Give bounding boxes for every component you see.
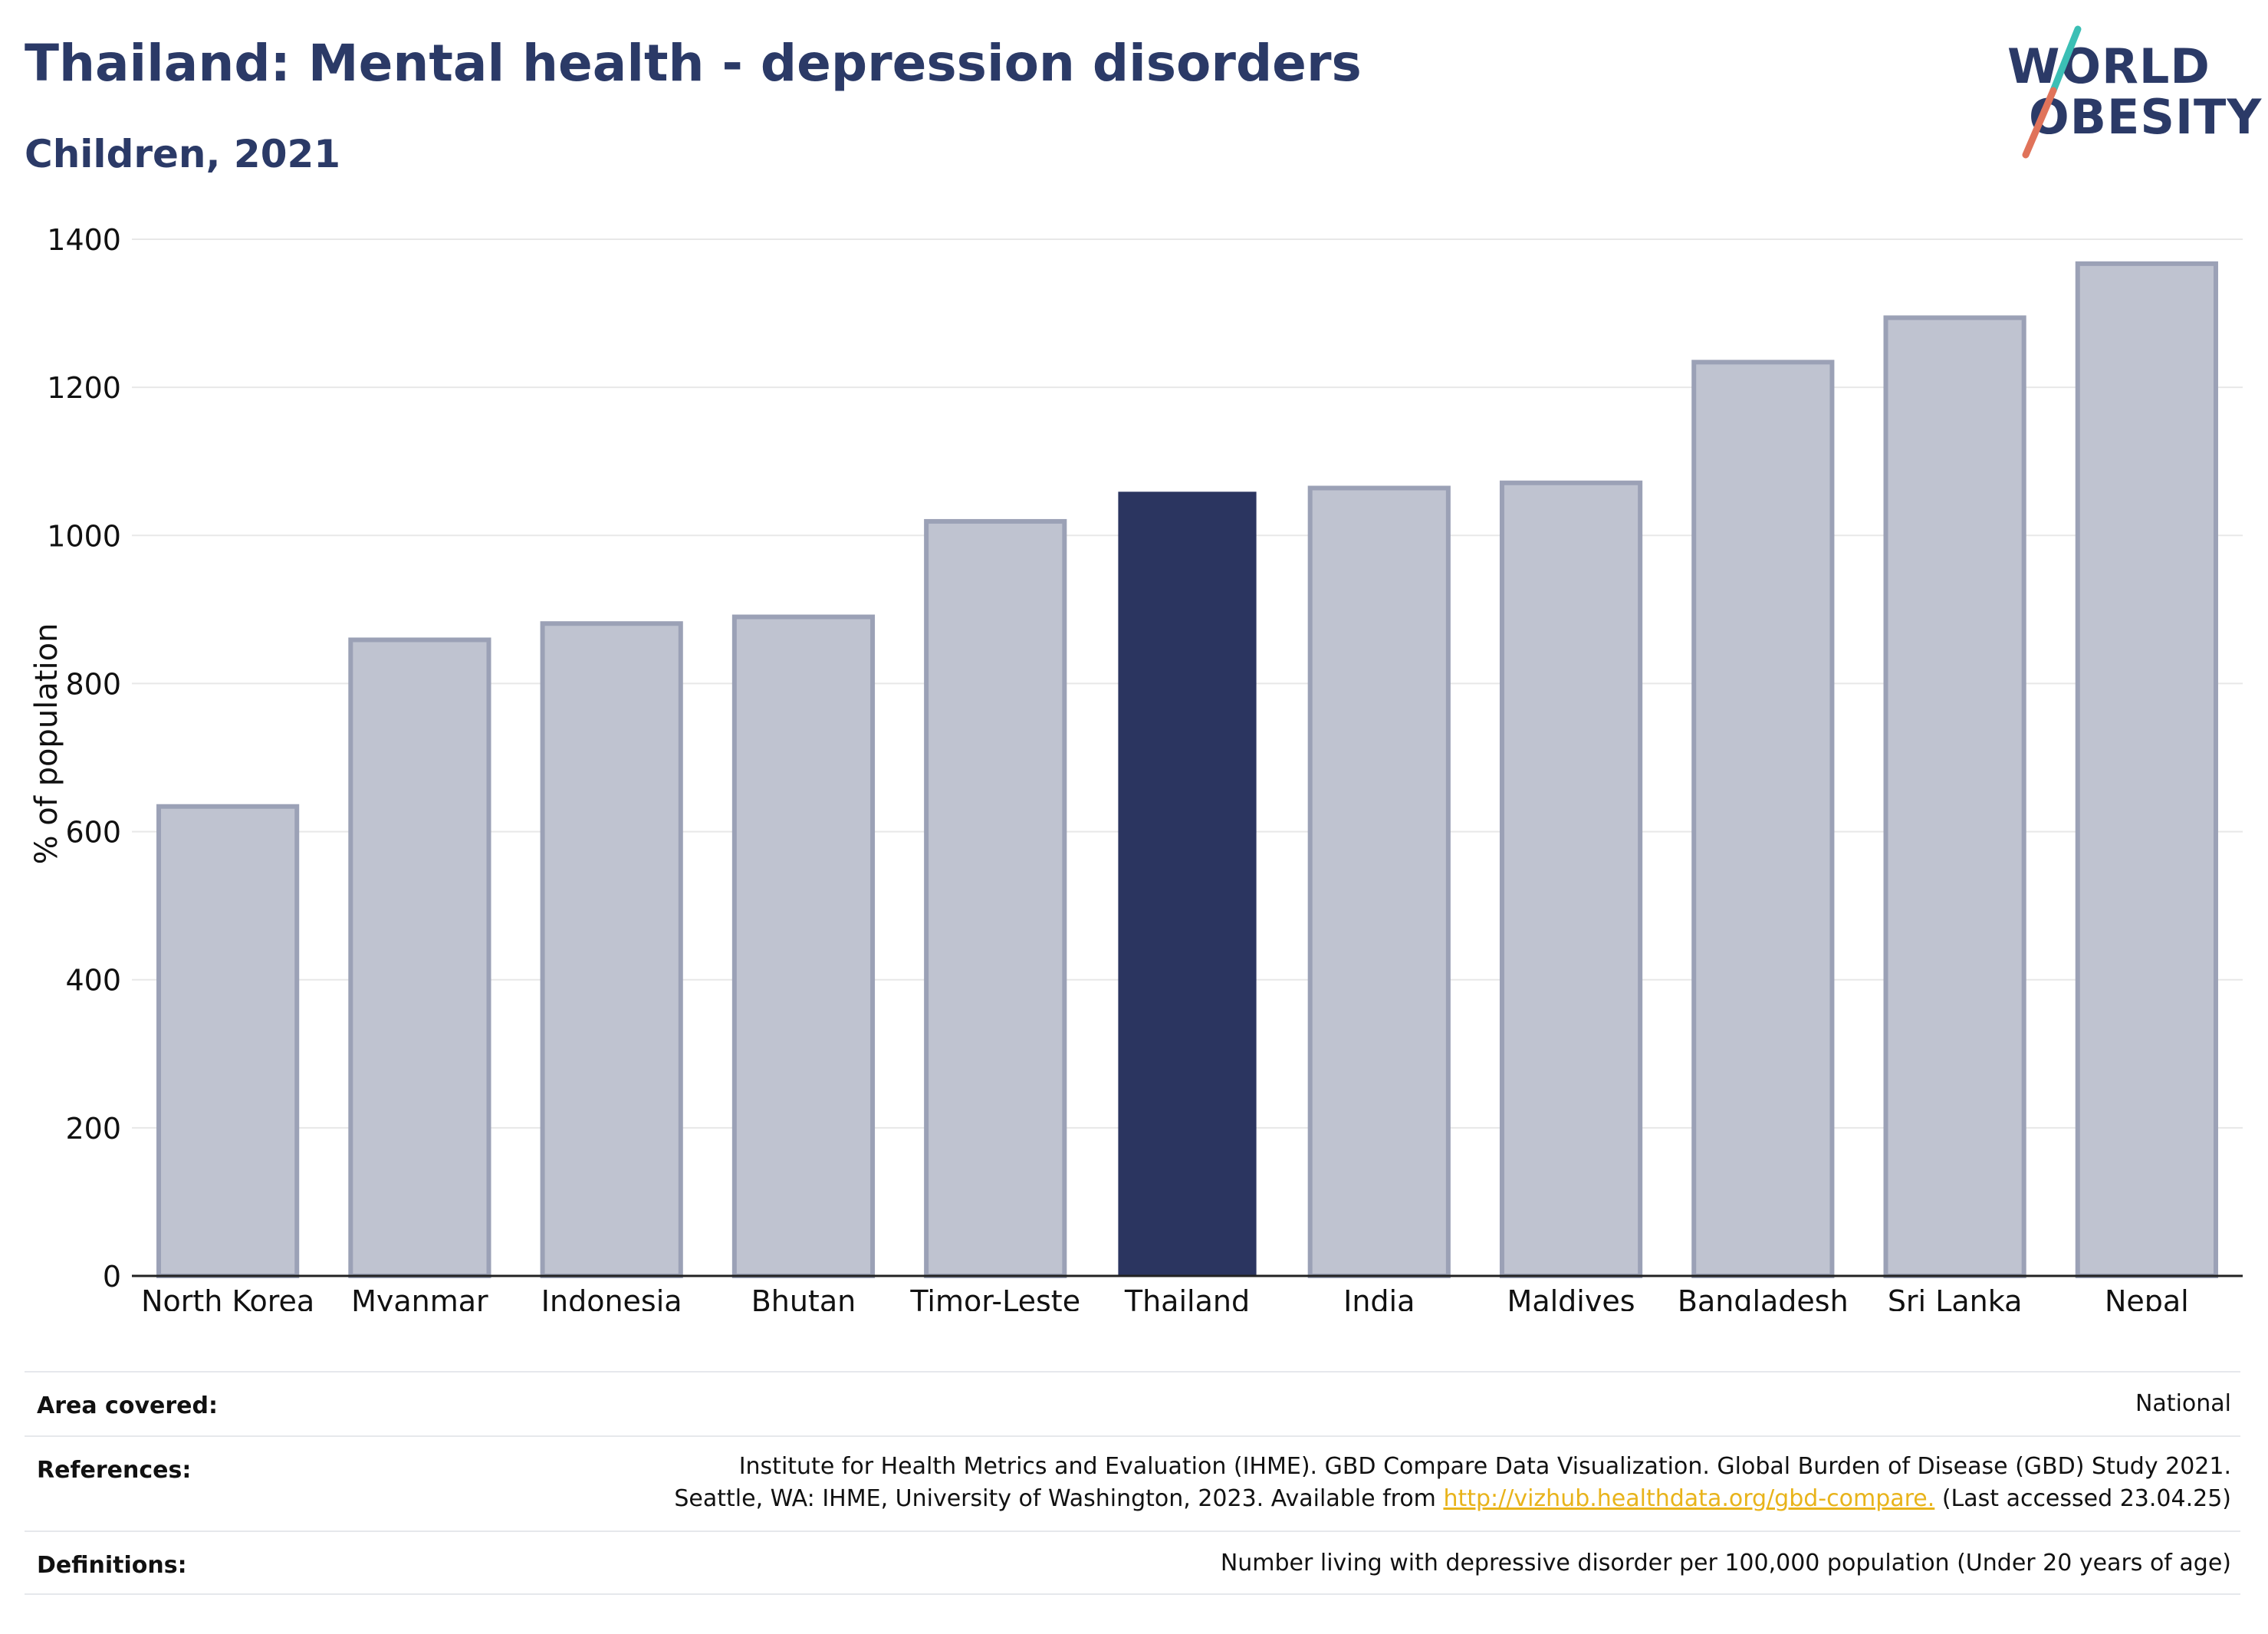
y-tick-label: 600 — [65, 816, 121, 850]
definitions-label: Definitions: — [37, 1552, 187, 1579]
bar-chart: 0 200 400 600 800 1000 1200 1400 North Korea Myan… — [29, 223, 2243, 1311]
references-line2: Seattle, WA: IHME, University of Washing… — [25, 1483, 2231, 1515]
bar-maldives — [1499, 480, 1643, 1279]
y-tick-label: 800 — [65, 667, 121, 701]
x-tick-label: Bangladesh — [1678, 1284, 1849, 1311]
bar-thailand — [1118, 492, 1257, 1276]
references-line2-pre: Seattle, WA: IHME, University of Washing… — [674, 1485, 1444, 1512]
x-tick-label: Myanmar — [351, 1284, 488, 1311]
bar-indonesia — [540, 621, 683, 1278]
y-tick-label: 1000 — [47, 519, 121, 553]
footer-row-definitions: Definitions: Number living with depressi… — [25, 1530, 2240, 1595]
references-label: References: — [37, 1457, 192, 1484]
area-covered-label: Area covered: — [37, 1392, 218, 1419]
bar-india — [1307, 485, 1451, 1279]
references-value: Institute for Health Metrics and Evaluat… — [25, 1437, 2240, 1515]
x-tick-label: Nepal — [2105, 1284, 2189, 1311]
y-tick-label: 400 — [65, 964, 121, 998]
area-covered-value: National — [2135, 1390, 2231, 1417]
bar-bangladesh — [1691, 360, 1835, 1278]
references-link[interactable]: http://vizhub.healthdata.org/gbd-compare… — [1443, 1485, 1935, 1512]
footer-row-references: References: Institute for Health Metrics… — [25, 1435, 2240, 1530]
bar-bhutan — [731, 614, 876, 1278]
logo-word-world: WORLD — [2007, 38, 2210, 94]
y-tick-label: 1200 — [47, 371, 121, 405]
chart-subtitle: Children, 2021 — [25, 132, 341, 176]
y-axis-label: % of population — [29, 623, 64, 865]
bar-sri-lanka — [1883, 315, 2026, 1278]
definitions-value: Number living with depressive disorder p… — [1220, 1550, 2231, 1576]
footer-table: Area covered: National References: Insti… — [25, 1371, 2240, 1595]
bars — [156, 261, 2218, 1279]
references-line1: Institute for Health Metrics and Evaluat… — [738, 1453, 2231, 1480]
bar-north-korea — [156, 804, 300, 1278]
references-line2-post: (Last accessed 23.04.25) — [1934, 1485, 2231, 1512]
world-obesity-logo: WORLD OBESITY — [1994, 23, 2261, 161]
x-tick-label: Thailand — [1124, 1284, 1250, 1311]
chart-title: Thailand: Mental health - depression dis… — [25, 34, 1362, 93]
x-tick-label: India — [1343, 1284, 1415, 1311]
x-tick-label: Indonesia — [541, 1284, 682, 1311]
bar-myanmar — [348, 637, 491, 1278]
x-tick-label: Maldives — [1507, 1284, 1635, 1311]
bar-nepal — [2075, 261, 2218, 1279]
logo-slash-icon — [2022, 25, 2082, 159]
bar-timor-leste — [924, 518, 1067, 1278]
x-tick-label: Bhutan — [751, 1284, 856, 1311]
logo-word-obesity: OBESITY — [2029, 89, 2263, 145]
y-tick-label: 200 — [65, 1112, 121, 1146]
axes: 0 200 400 600 800 1000 1200 1400 North Korea Myan… — [47, 223, 2243, 1311]
x-tick-label: North Korea — [141, 1284, 314, 1311]
x-tick-label: Sri Lanka — [1888, 1284, 2023, 1311]
y-tick-label: 0 — [103, 1260, 121, 1294]
y-tick-label: 1400 — [47, 223, 121, 257]
x-tick-label: Timor-Leste — [909, 1284, 1080, 1311]
footer-row-area: Area covered: National — [25, 1371, 2240, 1435]
